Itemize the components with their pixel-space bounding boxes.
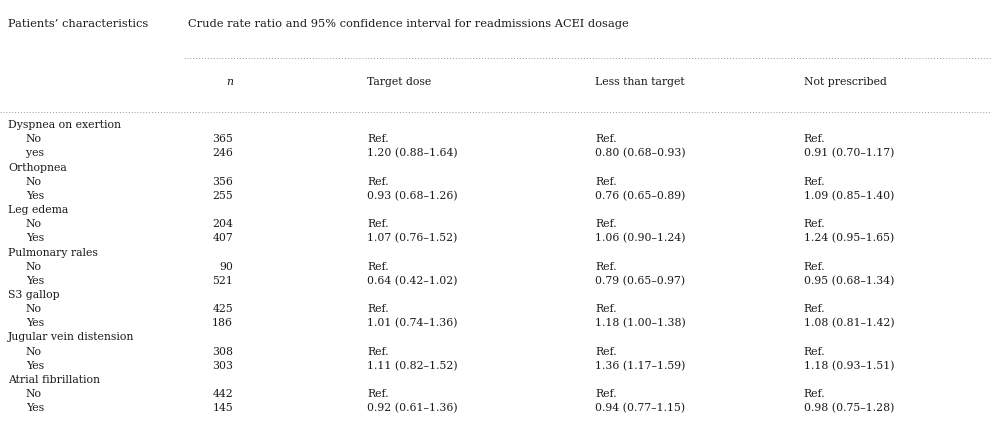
Text: 0.79 (0.65–0.97): 0.79 (0.65–0.97) — [595, 276, 685, 286]
Text: Ref.: Ref. — [595, 389, 617, 399]
Text: 0.94 (0.77–1.15): 0.94 (0.77–1.15) — [595, 403, 685, 414]
Text: 0.95 (0.68–1.34): 0.95 (0.68–1.34) — [804, 276, 894, 286]
Text: 145: 145 — [212, 403, 233, 413]
Text: Ref.: Ref. — [595, 347, 617, 356]
Text: Ref.: Ref. — [367, 262, 389, 272]
Text: Jugular vein distension: Jugular vein distension — [8, 332, 134, 342]
Text: Ref.: Ref. — [367, 134, 389, 144]
Text: 1.07 (0.76–1.52): 1.07 (0.76–1.52) — [367, 233, 457, 244]
Text: Crude rate ratio and 95% confidence interval for readmissions ACEI dosage: Crude rate ratio and 95% confidence inte… — [188, 19, 629, 29]
Text: Ref.: Ref. — [367, 177, 389, 187]
Text: No: No — [26, 262, 42, 272]
Text: No: No — [26, 177, 42, 187]
Text: Yes: Yes — [26, 318, 44, 328]
Text: Ref.: Ref. — [804, 304, 825, 314]
Text: 0.98 (0.75–1.28): 0.98 (0.75–1.28) — [804, 403, 894, 414]
Text: Yes: Yes — [26, 361, 44, 371]
Text: 1.24 (0.95–1.65): 1.24 (0.95–1.65) — [804, 233, 894, 244]
Text: No: No — [26, 219, 42, 229]
Text: Ref.: Ref. — [367, 219, 389, 229]
Text: 521: 521 — [212, 276, 233, 286]
Text: Yes: Yes — [26, 403, 44, 413]
Text: Ref.: Ref. — [595, 304, 617, 314]
Text: Ref.: Ref. — [804, 177, 825, 187]
Text: S3 gallop: S3 gallop — [8, 290, 60, 300]
Text: Dyspnea on exertion: Dyspnea on exertion — [8, 120, 121, 130]
Text: 1.18 (1.00–1.38): 1.18 (1.00–1.38) — [595, 318, 685, 329]
Text: Ref.: Ref. — [367, 347, 389, 356]
Text: Ref.: Ref. — [595, 219, 617, 229]
Text: 1.18 (0.93–1.51): 1.18 (0.93–1.51) — [804, 361, 894, 371]
Text: Ref.: Ref. — [595, 177, 617, 187]
Text: 186: 186 — [212, 318, 233, 328]
Text: 0.93 (0.68–1.26): 0.93 (0.68–1.26) — [367, 191, 457, 201]
Text: Pulmonary rales: Pulmonary rales — [8, 248, 98, 257]
Text: 407: 407 — [212, 233, 233, 243]
Text: 255: 255 — [212, 191, 233, 201]
Text: 90: 90 — [219, 262, 233, 272]
Text: 1.20 (0.88–1.64): 1.20 (0.88–1.64) — [367, 148, 457, 159]
Text: 365: 365 — [212, 134, 233, 144]
Text: Patients’ characteristics: Patients’ characteristics — [8, 19, 148, 29]
Text: Ref.: Ref. — [595, 134, 617, 144]
Text: 442: 442 — [212, 389, 233, 399]
Text: No: No — [26, 347, 42, 356]
Text: Ref.: Ref. — [367, 304, 389, 314]
Text: Yes: Yes — [26, 276, 44, 286]
Text: Target dose: Target dose — [367, 77, 432, 87]
Text: Orthopnea: Orthopnea — [8, 163, 66, 172]
Text: Less than target: Less than target — [595, 77, 684, 87]
Text: Ref.: Ref. — [804, 262, 825, 272]
Text: 1.06 (0.90–1.24): 1.06 (0.90–1.24) — [595, 233, 685, 244]
Text: 425: 425 — [212, 304, 233, 314]
Text: 0.91 (0.70–1.17): 0.91 (0.70–1.17) — [804, 148, 894, 159]
Text: 1.01 (0.74–1.36): 1.01 (0.74–1.36) — [367, 318, 457, 329]
Text: yes: yes — [26, 148, 44, 158]
Text: No: No — [26, 304, 42, 314]
Text: Yes: Yes — [26, 191, 44, 201]
Text: 308: 308 — [212, 347, 233, 356]
Text: 1.09 (0.85–1.40): 1.09 (0.85–1.40) — [804, 191, 894, 201]
Text: Not prescribed: Not prescribed — [804, 77, 887, 87]
Text: 303: 303 — [212, 361, 233, 371]
Text: 1.08 (0.81–1.42): 1.08 (0.81–1.42) — [804, 318, 894, 329]
Text: 0.76 (0.65–0.89): 0.76 (0.65–0.89) — [595, 191, 685, 201]
Text: Ref.: Ref. — [804, 219, 825, 229]
Text: Ref.: Ref. — [367, 389, 389, 399]
Text: Ref.: Ref. — [804, 134, 825, 144]
Text: n: n — [226, 77, 233, 87]
Text: Atrial fibrillation: Atrial fibrillation — [8, 375, 100, 385]
Text: No: No — [26, 134, 42, 144]
Text: 204: 204 — [212, 219, 233, 229]
Text: No: No — [26, 389, 42, 399]
Text: Ref.: Ref. — [595, 262, 617, 272]
Text: Leg edema: Leg edema — [8, 205, 68, 215]
Text: Ref.: Ref. — [804, 389, 825, 399]
Text: 356: 356 — [212, 177, 233, 187]
Text: 1.11 (0.82–1.52): 1.11 (0.82–1.52) — [367, 361, 457, 371]
Text: 0.92 (0.61–1.36): 0.92 (0.61–1.36) — [367, 403, 457, 414]
Text: 1.36 (1.17–1.59): 1.36 (1.17–1.59) — [595, 361, 685, 371]
Text: 0.80 (0.68–0.93): 0.80 (0.68–0.93) — [595, 148, 685, 159]
Text: 246: 246 — [212, 148, 233, 158]
Text: Yes: Yes — [26, 233, 44, 243]
Text: Ref.: Ref. — [804, 347, 825, 356]
Text: 0.64 (0.42–1.02): 0.64 (0.42–1.02) — [367, 276, 457, 286]
